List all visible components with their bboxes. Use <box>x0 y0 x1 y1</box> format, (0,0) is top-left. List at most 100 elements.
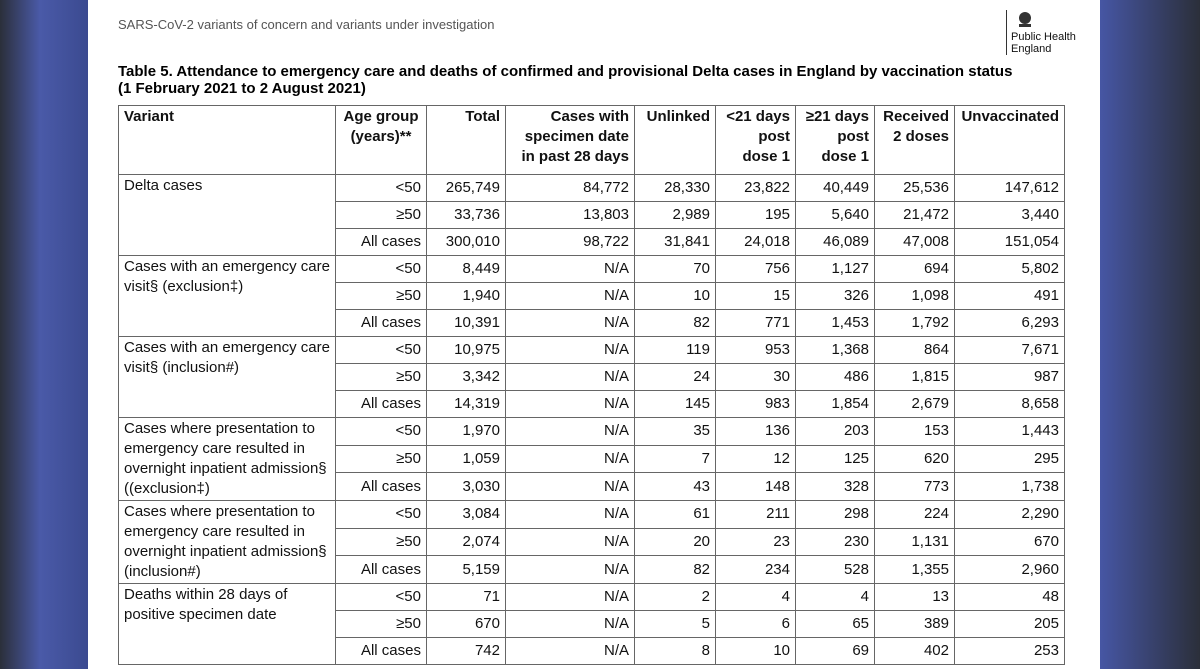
table-row: All cases 742 N/A 8 10 69 402 253 <box>119 637 1065 665</box>
value-cell: 298 <box>795 500 875 529</box>
table-row: Cases where presentation to emergency ca… <box>118 417 1065 501</box>
header-line: Age group <box>343 108 419 125</box>
value-cell: N/A <box>505 527 635 557</box>
title-line: Table 5. Attendance to emergency care an… <box>118 63 1013 80</box>
age-cell: <50 <box>335 174 427 202</box>
value-cell: N/A <box>505 555 635 584</box>
header-line: <21 days <box>726 108 790 125</box>
value-cell: 13,803 <box>505 201 635 229</box>
value-cell: 10 <box>715 637 796 665</box>
age-cell: <50 <box>335 255 427 283</box>
age-cell: All cases <box>335 309 427 337</box>
table-row: All cases 3,030 N/A 43 148 328 773 1,738 <box>119 472 1065 501</box>
value-cell: 2,679 <box>874 390 955 418</box>
value-cell: 203 <box>795 417 875 446</box>
value-cell: 98,722 <box>505 228 635 256</box>
column-header: Age group (years)** <box>335 105 427 175</box>
value-cell: 300,010 <box>426 228 506 256</box>
value-cell: 224 <box>874 500 955 529</box>
value-cell: 253 <box>954 637 1065 665</box>
header-line: specimen date <box>524 128 629 145</box>
value-cell: 7 <box>634 444 716 474</box>
value-cell: 486 <box>795 363 875 391</box>
value-cell: 742 <box>426 637 506 665</box>
value-cell: 14,319 <box>426 390 506 418</box>
value-cell: N/A <box>505 255 635 283</box>
value-cell: 5,640 <box>795 201 875 229</box>
value-cell: 983 <box>715 390 796 418</box>
value-cell: 147,612 <box>954 174 1065 202</box>
value-cell: 71 <box>426 583 506 611</box>
age-cell: All cases <box>335 390 427 418</box>
logo: Public Health England <box>1006 10 1076 55</box>
variant-cell: Cases where presentation to emergency ca… <box>118 500 336 584</box>
value-cell: 864 <box>874 336 955 364</box>
age-cell: <50 <box>335 500 427 529</box>
value-cell: 987 <box>954 363 1065 391</box>
value-cell: 8,449 <box>426 255 506 283</box>
value-cell: 1,098 <box>874 282 955 310</box>
age-cell: ≥50 <box>335 610 427 638</box>
value-cell: 153 <box>874 417 955 446</box>
value-cell: 23 <box>715 527 796 557</box>
value-cell: N/A <box>505 444 635 474</box>
value-cell: 15 <box>715 282 796 310</box>
value-cell: 756 <box>715 255 796 283</box>
age-cell: ≥50 <box>335 201 427 229</box>
value-cell: 2,960 <box>954 555 1065 584</box>
value-cell: 1,059 <box>426 444 506 474</box>
header-line: (years)** <box>350 128 412 145</box>
value-cell: 43 <box>634 472 716 501</box>
value-cell: N/A <box>505 417 635 446</box>
column-header: Variant <box>118 105 336 175</box>
value-cell: 211 <box>715 500 796 529</box>
value-cell: 1,815 <box>874 363 955 391</box>
header-line: Unlinked <box>646 108 710 125</box>
table-row: Cases with an emergency care visit§ (exc… <box>118 255 1065 337</box>
header-line: post <box>837 128 869 145</box>
value-cell: 771 <box>715 309 796 337</box>
value-cell: 70 <box>634 255 716 283</box>
value-cell: 3,342 <box>426 363 506 391</box>
crest-icon <box>1019 12 1031 27</box>
value-cell: 151,054 <box>954 228 1065 256</box>
value-cell: N/A <box>505 637 635 665</box>
value-cell: 1,792 <box>874 309 955 337</box>
value-cell: 21,472 <box>874 201 955 229</box>
value-cell: 8,658 <box>954 390 1065 418</box>
value-cell: 5,159 <box>426 555 506 584</box>
value-cell: 1,131 <box>874 527 955 557</box>
data-table: Variant Age group (years)** Total Cases with… <box>118 105 1065 665</box>
value-cell: 1,368 <box>795 336 875 364</box>
value-cell: 4 <box>795 583 875 611</box>
table-row: Deaths within 28 days of positive specim… <box>118 583 1065 665</box>
value-cell: 4 <box>715 583 796 611</box>
value-cell: 33,736 <box>426 201 506 229</box>
header-line: Variant <box>124 108 175 125</box>
value-cell: N/A <box>505 390 635 418</box>
value-cell: 30 <box>715 363 796 391</box>
value-cell: 6 <box>715 610 796 638</box>
value-cell: 1,940 <box>426 282 506 310</box>
subtitle-line: (1 February 2021 to 2 August 2021) <box>118 80 366 97</box>
age-cell: <50 <box>335 336 427 364</box>
value-cell: 47,008 <box>874 228 955 256</box>
value-cell: 2,989 <box>634 201 716 229</box>
table-row: ≥50 1,059 N/A 7 12 125 620 295 <box>119 444 1065 474</box>
value-cell: 1,453 <box>795 309 875 337</box>
table-row: All cases 14,319 N/A 145 983 1,854 2,679 8,658 <box>119 390 1065 418</box>
table-row: Cases with an emergency care visit§ (inc… <box>118 336 1065 418</box>
table-row: Cases where presentation to emergency ca… <box>118 500 1065 584</box>
header-line: post <box>758 128 790 145</box>
header-line: Total <box>465 108 500 125</box>
value-cell: 69 <box>795 637 875 665</box>
value-cell: 23,822 <box>715 174 796 202</box>
value-cell: 46,089 <box>795 228 875 256</box>
value-cell: N/A <box>505 472 635 501</box>
value-cell: 295 <box>954 444 1065 474</box>
header-line: ≥21 days <box>805 108 869 125</box>
running-title: SARS-CoV-2 variants of concern and varia… <box>118 17 495 32</box>
variant-cell: Cases where presentation to emergency ca… <box>118 417 336 501</box>
value-cell: N/A <box>505 610 635 638</box>
value-cell: N/A <box>505 500 635 529</box>
